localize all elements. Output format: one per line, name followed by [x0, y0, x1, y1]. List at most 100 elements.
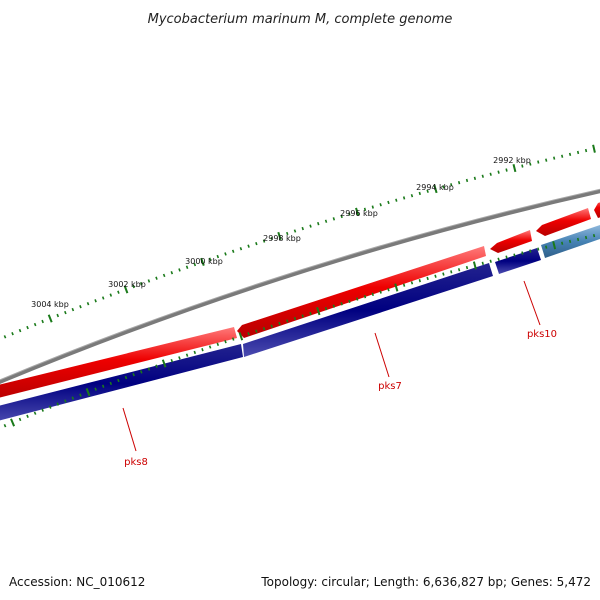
- gene-label-pks10[interactable]: pks10: [527, 329, 557, 340]
- outer-minor-tick: [553, 156, 556, 160]
- outer-minor-tick: [193, 262, 197, 267]
- inner-minor-tick: [489, 259, 492, 263]
- outer-minor-tick: [473, 176, 477, 181]
- outer-minor-tick: [465, 178, 469, 183]
- inner-minor-tick: [529, 249, 532, 253]
- inner-major-tick: [552, 241, 557, 250]
- inner-major-tick: [161, 359, 167, 368]
- inner-major-tick: [316, 306, 321, 316]
- inner-minor-tick: [139, 370, 143, 374]
- pks8-leader-line: [122, 407, 137, 452]
- outer-minor-tick: [64, 310, 67, 315]
- outer-minor-tick: [418, 191, 421, 196]
- inner-minor-tick: [426, 276, 429, 281]
- inner-minor-tick: [208, 345, 212, 349]
- outer-minor-tick: [139, 282, 143, 286]
- outer-minor-tick: [371, 205, 374, 209]
- inner-minor-tick: [18, 417, 22, 422]
- outer-minor-tick: [537, 160, 540, 164]
- inner-minor-tick: [255, 329, 258, 333]
- outer-minor-tick: [521, 164, 524, 168]
- outer-minor-tick: [94, 299, 97, 303]
- inner-minor-tick: [79, 393, 82, 397]
- outer-minor-tick: [568, 152, 572, 156]
- inner-minor-tick: [286, 319, 289, 323]
- outer-minor-tick: [185, 265, 189, 269]
- outer-minor-tick: [286, 231, 289, 236]
- inner-minor-tick: [178, 356, 181, 360]
- inner-minor-tick: [216, 342, 220, 347]
- outer-minor-tick: [584, 148, 588, 153]
- inner-minor-tick: [301, 314, 304, 318]
- outer-minor-tick: [3, 335, 7, 339]
- forward-gene-arrow[interactable]: [490, 230, 532, 253]
- outer-minor-tick: [481, 174, 484, 178]
- inner-minor-tick: [434, 274, 437, 278]
- reverse-gene-block[interactable]: [495, 248, 541, 274]
- outer-minor-tick: [324, 219, 328, 223]
- outer-major-tick: [512, 163, 517, 173]
- inner-minor-tick: [201, 348, 204, 352]
- outer-minor-tick: [332, 217, 336, 221]
- outer-minor-tick: [109, 293, 113, 297]
- outer-minor-tick: [379, 203, 382, 207]
- kbp-label-3004: 3004 kbp: [31, 300, 69, 309]
- inner-minor-tick: [48, 405, 52, 409]
- inner-minor-tick: [94, 387, 97, 391]
- outer-minor-tick: [348, 212, 351, 216]
- pks7-leader-line: [374, 332, 390, 378]
- inner-minor-tick: [387, 288, 390, 292]
- forward-gene-arrow[interactable]: [0, 327, 237, 400]
- reverse-gene-block[interactable]: [0, 344, 243, 423]
- inner-minor-tick: [26, 414, 29, 418]
- inner-minor-tick: [561, 241, 564, 245]
- inner-minor-tick: [576, 237, 580, 242]
- inner-minor-tick: [117, 378, 120, 383]
- outer-minor-tick: [402, 196, 406, 200]
- kbp-label-2992: 2992 kbp: [493, 156, 531, 165]
- inner-minor-tick: [332, 304, 336, 308]
- forward-gene-arrow[interactable]: [594, 199, 600, 218]
- inner-minor-tick: [132, 373, 135, 377]
- outer-minor-tick: [247, 244, 250, 248]
- inner-major-tick: [472, 261, 477, 270]
- inner-minor-tick: [109, 381, 113, 386]
- inner-minor-tick: [545, 245, 548, 249]
- outer-minor-tick: [26, 325, 29, 330]
- outer-minor-tick: [340, 214, 343, 219]
- inner-minor-tick: [505, 255, 508, 259]
- outer-minor-tick: [224, 252, 227, 256]
- inner-minor-tick: [41, 408, 44, 412]
- outer-minor-tick: [309, 224, 312, 228]
- inner-minor-tick: [155, 364, 158, 368]
- outer-minor-tick: [270, 236, 273, 241]
- outer-minor-tick: [33, 322, 37, 327]
- backbone-ring-highlight: [0, 188, 600, 381]
- outer-minor-tick: [56, 313, 60, 318]
- inner-minor-tick: [537, 247, 540, 251]
- inner-minor-tick: [247, 332, 250, 336]
- inner-minor-tick: [293, 316, 297, 321]
- inner-minor-tick: [340, 302, 343, 306]
- inner-minor-tick: [457, 268, 461, 272]
- inner-minor-tick: [193, 350, 197, 355]
- gene-label-pks8[interactable]: pks8: [124, 457, 148, 468]
- reverse-gene-block[interactable]: [243, 263, 493, 357]
- inner-minor-tick: [521, 251, 524, 255]
- outer-minor-tick: [497, 170, 500, 174]
- outer-minor-tick: [262, 239, 266, 243]
- outer-minor-tick: [79, 305, 82, 309]
- forward-gene-arrow[interactable]: [536, 208, 591, 236]
- outer-minor-tick: [410, 194, 414, 198]
- outer-minor-tick: [301, 226, 304, 231]
- forward-gene-arrow[interactable]: [237, 246, 486, 338]
- inner-major-tick: [10, 418, 16, 427]
- outer-minor-tick: [132, 284, 135, 289]
- gene-label-pks7[interactable]: pks7: [378, 381, 402, 392]
- inner-minor-tick: [231, 337, 235, 341]
- outer-major-tick: [47, 314, 53, 323]
- inner-minor-tick: [224, 340, 227, 344]
- inner-minor-tick: [584, 235, 588, 240]
- outer-minor-tick: [489, 172, 492, 176]
